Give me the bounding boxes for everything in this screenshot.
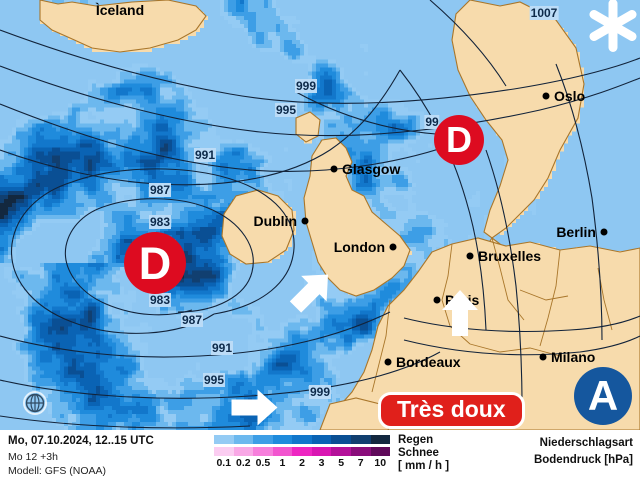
isobar-label: 995 (274, 103, 298, 117)
isobar-label: 999 (308, 385, 332, 399)
headline-banner: Très doux (378, 392, 525, 430)
weather-map[interactable]: 1007 999 995 99 991 987 983 983 987 991 995 999 Ìce… (0, 0, 640, 430)
city-dot-icon (466, 252, 474, 260)
snow-colour-swatch (233, 447, 254, 456)
map-region-label: Ìceland (95, 2, 145, 18)
city-dot-icon (301, 217, 309, 225)
scale-tick-label: 7 (357, 457, 364, 469)
city-dot-icon (330, 165, 338, 173)
snow-colour-swatch (311, 447, 332, 456)
isobar-label: 991 (210, 341, 234, 355)
forecast-timestamp: Mo, 07.10.2024, 12..15 UTC (8, 435, 154, 447)
scale-tick-label: 0.2 (236, 457, 251, 469)
rain-colour-swatch (233, 435, 254, 444)
forecast-run: Mo 12 +3h (8, 450, 58, 463)
isobar-label: 983 (148, 293, 172, 307)
city-label: Bordeaux (396, 354, 461, 370)
rain-colour-swatch (311, 435, 332, 444)
rain-colour-swatch (292, 435, 312, 444)
scale-tick-label: 0.1 (216, 457, 232, 469)
footer-bar: Mo, 07.10.2024, 12..15 UTC Mo 12 +3h Mod… (0, 430, 640, 478)
city-dot-icon (542, 92, 550, 100)
headline-banner-text: Très doux (397, 396, 506, 422)
isobar-label: 991 (193, 148, 217, 162)
city-label: Berlin (556, 224, 596, 240)
city-label: Bruxelles (478, 248, 542, 264)
low-pressure-centre-marker: D (434, 115, 484, 165)
map-vector-overlay (0, 0, 640, 430)
city-dot-icon (384, 358, 392, 366)
scale-tick-label: 2 (299, 457, 305, 469)
rain-colour-swatch (214, 435, 234, 444)
snowflake-icon (585, 0, 640, 59)
rain-legend-label: Regen (398, 434, 434, 446)
rain-colour-bar (214, 435, 391, 444)
rain-colour-swatch (370, 435, 391, 444)
snow-colour-swatch (292, 447, 312, 456)
rain-colour-swatch (253, 435, 273, 444)
isobar-label: 995 (202, 373, 226, 387)
rain-colour-swatch (350, 435, 371, 444)
city-dot-icon (600, 228, 608, 236)
snow-colour-swatch (370, 447, 391, 456)
footer-meta: Mo, 07.10.2024, 12..15 UTC Mo 12 +3h Mod… (8, 434, 154, 478)
snow-colour-swatch (214, 447, 234, 456)
city-dot-icon (539, 353, 547, 361)
scale-tick-label: 1 (279, 457, 286, 469)
rain-colour-swatch (331, 435, 351, 444)
city-label: Glasgow (342, 161, 401, 177)
city-dot-icon (433, 296, 441, 304)
isobar-label: 987 (180, 313, 204, 327)
city-dot-icon (389, 243, 397, 251)
snow-colour-swatch (331, 447, 351, 456)
precipitation-colour-scale: 0.1 0.2 0.5 1 2 3 5 7 10 Regen Schnee [ mm / h ] (214, 434, 449, 472)
city-label: Milano (551, 349, 596, 365)
city-label: London (333, 239, 385, 255)
flow-arrow-icon (223, 381, 282, 431)
isobar-label: 1007 (529, 6, 559, 20)
isobar-label: 987 (148, 183, 172, 197)
flow-arrow-icon (270, 253, 350, 333)
legend-title-precip-type: Niederschlagsart (539, 437, 633, 449)
isobars (0, 0, 640, 429)
snow-colour-bar (214, 447, 391, 456)
isobar-label: 999 (294, 79, 318, 93)
isobar-label: 99 (424, 115, 440, 129)
scale-tick-labels: 0.1 0.2 0.5 1 2 3 5 7 10 (214, 457, 390, 470)
country-borders (371, 237, 613, 393)
snow-colour-swatch (253, 447, 273, 456)
scale-tick-label: 5 (338, 457, 345, 469)
isobar-label: 983 (148, 215, 172, 229)
snow-colour-swatch (272, 447, 293, 456)
footer-legend-titles: Niederschlagsart Bodendruck [hPa] (534, 435, 633, 468)
city-label: Dublin (253, 213, 297, 229)
snow-legend-label: Schnee (398, 447, 439, 459)
legend-title-surface-pressure: Bodendruck [hPa] (533, 453, 633, 466)
forecast-model: Modell: GFS (NOAA) (8, 464, 107, 477)
high-pressure-centre-marker: A (574, 367, 632, 425)
low-pressure-centre-marker: D (124, 232, 186, 294)
globe-watermark-icon (22, 390, 48, 416)
coastlines (39, 0, 640, 430)
rain-colour-swatch (272, 435, 293, 444)
scale-unit-label: [ mm / h ] (398, 460, 450, 472)
scale-tick-label: 0.5 (255, 457, 271, 469)
scale-tick-label: 10 (374, 457, 387, 469)
flow-arrow-icon (433, 286, 487, 345)
scale-tick-label: 3 (318, 457, 325, 469)
snow-colour-swatch (350, 447, 371, 456)
city-label: Oslo (554, 88, 586, 104)
